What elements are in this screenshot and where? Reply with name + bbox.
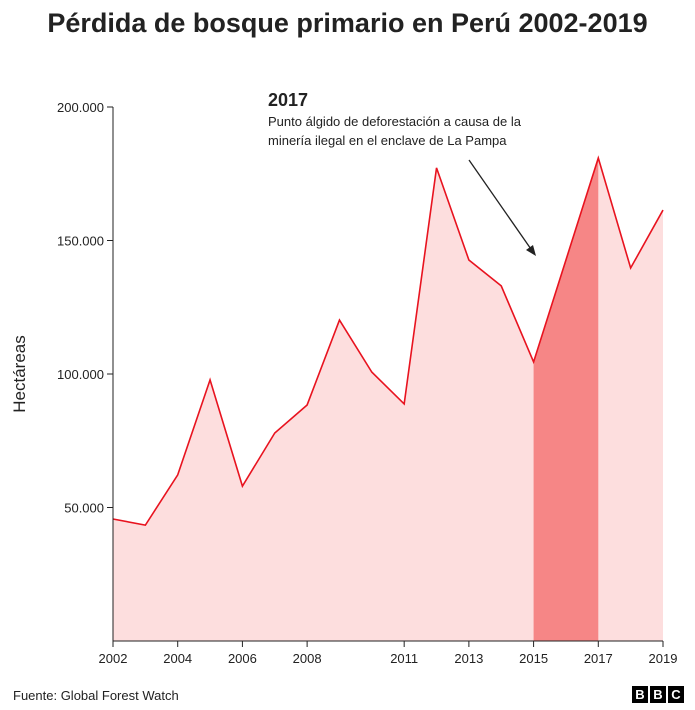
chart-title: Pérdida de bosque primario en Perú 2002-… — [47, 8, 648, 38]
x-tick-label: 2013 — [454, 651, 483, 666]
source-note: Fuente: Global Forest Watch — [13, 688, 179, 703]
x-tick-label: 2004 — [163, 651, 192, 666]
highlight-area — [533, 157, 599, 641]
y-tick-label: 100.000 — [57, 367, 104, 382]
x-tick-label: 2002 — [99, 651, 128, 666]
y-tick-label: 50.000 — [64, 501, 104, 516]
x-tick-label: 2017 — [584, 651, 613, 666]
annotation-title: 2017 — [268, 90, 308, 110]
y-axis-label: Hectáreas — [10, 335, 29, 412]
annotation-arrow-line — [468, 159, 534, 253]
area-fill — [113, 157, 663, 641]
arrow-head-icon — [526, 245, 536, 256]
bbc-logo: B B C — [632, 686, 684, 703]
x-tick-label: 2011 — [390, 651, 418, 666]
y-tick-label: 200.000 — [57, 100, 104, 115]
x-tick-label: 2015 — [519, 651, 548, 666]
y-tick-label: 150.000 — [57, 234, 104, 249]
x-tick-label: 2019 — [649, 651, 678, 666]
annotation-text: minería ilegal en el enclave de La Pampa — [268, 133, 507, 148]
area-chart: 50.000 100.000 150.000 200.000 2002 2004 2006 2… — [10, 90, 678, 666]
logo-letter: B — [650, 686, 666, 703]
x-tick-label: 2008 — [293, 651, 322, 666]
annotation-text: Punto álgido de deforestación a causa de… — [268, 114, 522, 129]
logo-letter: C — [668, 686, 684, 703]
x-tick-label: 2006 — [228, 651, 257, 666]
logo-letter: B — [632, 686, 648, 703]
series-line — [112, 155, 664, 527]
